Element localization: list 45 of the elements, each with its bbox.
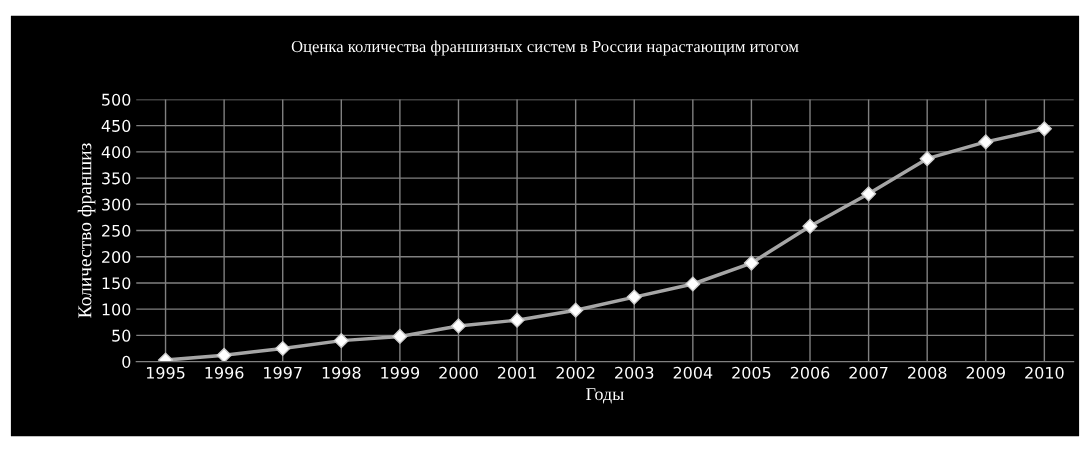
y-tick-label: 150 xyxy=(102,277,131,290)
x-axis-title: Годы xyxy=(586,388,624,404)
point xyxy=(802,218,818,234)
point xyxy=(861,186,877,202)
point xyxy=(392,328,408,345)
x-tick-label: 1996 xyxy=(205,366,244,379)
point xyxy=(509,312,525,328)
x-tick-label: 2007 xyxy=(849,366,888,379)
point xyxy=(450,318,467,334)
point xyxy=(919,151,935,167)
y-tick-label: 400 xyxy=(101,146,131,159)
y-tick-label: 500 xyxy=(102,93,131,106)
x-tick-label: 2003 xyxy=(615,366,654,379)
x-tick-label: 2010 xyxy=(1025,366,1064,379)
point xyxy=(743,255,759,271)
x-tick-label: 1998 xyxy=(322,366,361,379)
point xyxy=(685,276,701,292)
x-tick-label: 2001 xyxy=(497,366,536,379)
point xyxy=(275,340,291,357)
point xyxy=(568,302,584,318)
y-tick-label: 250 xyxy=(102,224,131,237)
x-tick-label: 2002 xyxy=(556,366,595,379)
y-tick-label: 350 xyxy=(102,172,131,185)
y-tick-label: 0 xyxy=(122,355,131,368)
y-axis-title: Количество франшиз xyxy=(77,143,96,318)
x-tick-label: 2009 xyxy=(966,366,1005,379)
y-tick-label: 200 xyxy=(102,250,131,264)
point xyxy=(1036,121,1052,137)
x-tick-label: 2000 xyxy=(439,366,478,379)
y-tick-label: 450 xyxy=(101,119,131,132)
chart-title: Оценка количества франшизных систем в России нарастающим итогом xyxy=(291,40,799,56)
y-tick-label: 100 xyxy=(102,303,131,316)
y-tick-label: 300 xyxy=(102,198,131,211)
x-tick-label: 1995 xyxy=(146,366,185,379)
x-tick-label: 2006 xyxy=(790,366,830,379)
point xyxy=(333,333,349,349)
point xyxy=(626,289,642,305)
x-tick-label: 1997 xyxy=(264,366,302,379)
x-tick-label: 2008 xyxy=(908,366,947,379)
point xyxy=(978,134,994,150)
x-tick-label: 2005 xyxy=(732,366,771,379)
x-tick-label: 1999 xyxy=(381,366,420,379)
x-tick-label: 2004 xyxy=(673,366,713,379)
y-tick-label: 50 xyxy=(112,329,131,342)
point xyxy=(216,347,232,362)
